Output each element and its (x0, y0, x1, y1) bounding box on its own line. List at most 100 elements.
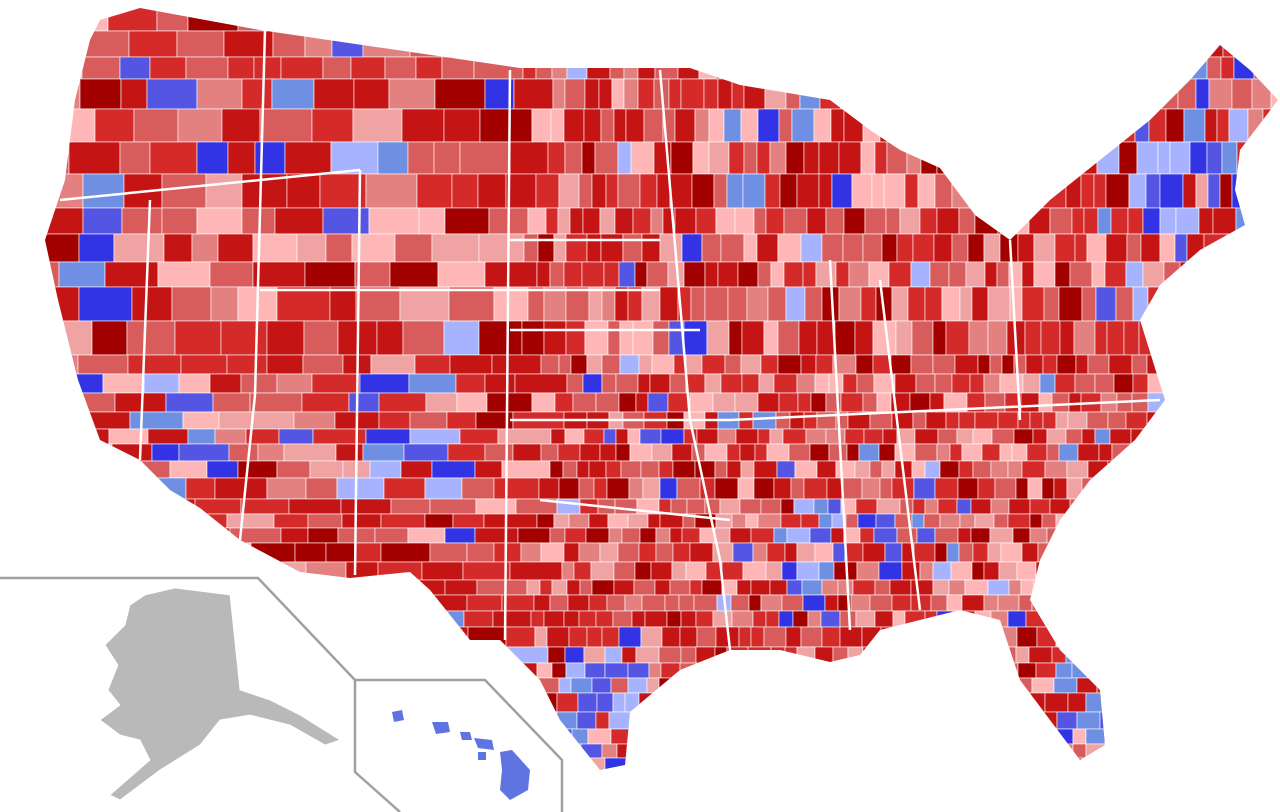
county-republican (639, 527, 657, 544)
county-republican (1243, 8, 1265, 32)
county-republican (701, 579, 723, 596)
county-democratic (1053, 677, 1078, 694)
county-republican (240, 728, 274, 745)
county-republican (535, 173, 560, 209)
county-democratic (550, 728, 573, 745)
county-republican (1200, 711, 1223, 730)
county-democratic (693, 8, 714, 32)
county-republican (937, 428, 958, 445)
county-democratic (1233, 56, 1255, 80)
county-republican (1273, 662, 1278, 679)
county-republican (1184, 792, 1199, 812)
county-republican (1139, 743, 1159, 759)
county-republican (901, 78, 919, 110)
county-democratic (786, 711, 811, 730)
county-republican (830, 108, 845, 143)
county-republican (1193, 477, 1217, 500)
county-republican (800, 354, 817, 375)
county-republican (428, 626, 469, 648)
county-republican (640, 460, 660, 479)
county-republican (1083, 542, 1102, 563)
county-republican (1253, 56, 1272, 80)
county-republican (45, 610, 65, 628)
county-republican (902, 646, 921, 664)
county-democratic (278, 428, 314, 445)
county-republican (859, 527, 875, 544)
county-republican (1047, 792, 1060, 812)
county-republican (1034, 792, 1047, 812)
county-republican (520, 662, 538, 679)
county-republican (65, 477, 94, 500)
county-republican (624, 594, 643, 612)
county-republican (934, 527, 959, 544)
county-republican (424, 513, 454, 529)
county-republican (924, 626, 942, 648)
county-republican (1238, 743, 1254, 759)
county-republican (917, 662, 936, 679)
county-republican (757, 392, 780, 413)
county-republican (57, 320, 93, 356)
county-republican (493, 542, 522, 563)
county-republican (692, 692, 706, 713)
county-democratic (603, 428, 617, 445)
county-republican (806, 8, 824, 32)
county-republican (676, 711, 701, 730)
county-republican (969, 373, 985, 394)
county-republican (814, 662, 829, 679)
county-republican (274, 207, 324, 235)
county-republican (553, 513, 570, 529)
county-republican (891, 477, 915, 500)
county-republican (1252, 411, 1271, 430)
county-republican (983, 173, 1008, 209)
county-republican (647, 711, 661, 730)
county-republican (987, 108, 1010, 143)
county-republican (948, 261, 967, 288)
county-republican (291, 792, 317, 812)
county-republican (633, 579, 656, 596)
county-republican (820, 692, 838, 713)
county-republican (1188, 373, 1212, 394)
county-republican (1236, 141, 1259, 175)
county-republican (908, 626, 926, 648)
county-republican (731, 711, 749, 730)
county-republican (1076, 527, 1101, 544)
county-republican (726, 460, 742, 479)
county-republican (1109, 610, 1123, 628)
county-democratic (802, 594, 826, 612)
county-republican (45, 173, 84, 209)
county-republican (948, 579, 966, 596)
county-republican (952, 610, 976, 628)
county-republican (1218, 792, 1237, 812)
county-republican (874, 579, 891, 596)
county-democratic (627, 662, 650, 679)
county-republican (200, 757, 243, 770)
county-republican (627, 286, 643, 322)
county-republican (251, 411, 295, 430)
county-democratic (66, 579, 119, 596)
county-republican (876, 498, 901, 515)
county-republican (620, 460, 642, 479)
county-republican (1186, 626, 1209, 648)
county-republican (746, 286, 769, 322)
county-republican (1036, 626, 1057, 648)
county-republican (1054, 373, 1076, 394)
county-republican (345, 646, 375, 664)
county-republican (537, 233, 555, 263)
county-republican (1181, 610, 1203, 628)
county-democratic (618, 261, 636, 288)
county-democratic (58, 261, 106, 288)
county-republican (979, 78, 1002, 110)
county-democratic (336, 477, 385, 500)
county-republican (45, 513, 75, 529)
county-republican (1217, 677, 1234, 694)
county-republican (1275, 579, 1278, 596)
county-republican (573, 561, 592, 581)
county-republican (680, 78, 705, 110)
county-republican (1020, 579, 1035, 596)
county-republican (1007, 743, 1021, 759)
county-republican (809, 443, 830, 462)
county-republican (1186, 561, 1207, 581)
county-republican (237, 460, 278, 479)
county-republican (681, 728, 697, 745)
county-republican (828, 443, 848, 462)
